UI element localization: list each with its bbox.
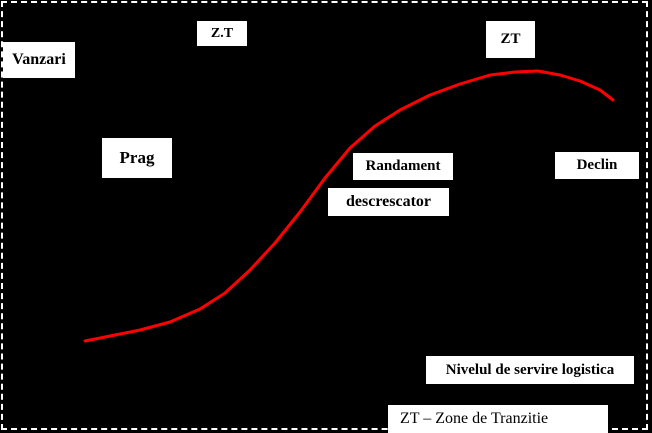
label-prag: Prag <box>102 138 172 178</box>
label-zt-left: Z.T <box>197 21 247 46</box>
label-vanzari-text: Vanzari <box>12 51 66 68</box>
label-randament-text: Randament <box>365 158 441 174</box>
label-zt-left-text: Z.T <box>210 25 234 41</box>
label-nivel-servire-text: Nivelul de servire logistica <box>445 361 615 378</box>
label-zt-right-text: ZT <box>500 31 521 47</box>
label-zt-right: ZT <box>486 21 535 58</box>
label-vanzari: Vanzari <box>3 42 75 78</box>
label-prag-text: Prag <box>119 148 155 167</box>
lifecycle-curve <box>83 69 615 343</box>
label-declin-text: Declin <box>576 157 618 173</box>
legend-zt-definition-text: ZT – Zone de Tranzitie <box>400 410 549 427</box>
label-declin: Declin <box>555 152 639 179</box>
legend-zt-definition: ZT – Zone de Tranzitie <box>388 405 608 433</box>
label-descrescator-text: descrescator <box>346 193 431 210</box>
label-randament: Randament <box>353 153 453 180</box>
label-descrescator: descrescator <box>328 188 449 216</box>
label-nivel-servire: Nivelul de servire logistica <box>426 356 634 384</box>
